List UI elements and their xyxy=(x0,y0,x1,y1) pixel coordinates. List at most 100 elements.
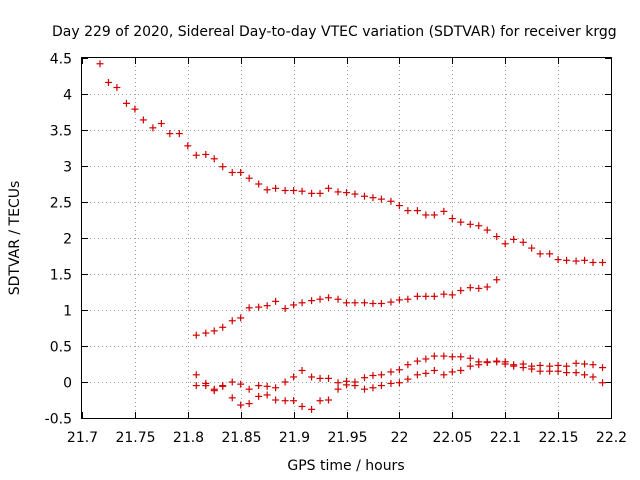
x-tick-label: 22.2 xyxy=(596,430,627,446)
data-point xyxy=(387,197,395,205)
plot-frame xyxy=(81,57,612,419)
data-point xyxy=(351,299,359,307)
data-point xyxy=(202,150,210,158)
data-point xyxy=(413,371,421,379)
y-axis-title: SDTVAR / TECUs xyxy=(7,181,23,296)
data-point xyxy=(281,186,289,194)
data-point xyxy=(440,207,448,215)
data-point xyxy=(219,323,227,331)
data-point xyxy=(387,298,395,306)
x-tick-labels: 21.7 21.75 21.8 21.85 21.9 21.95 22 22.05 22.1 22… xyxy=(67,430,627,446)
data-point xyxy=(440,290,448,298)
data-point xyxy=(308,373,316,381)
data-point xyxy=(237,401,245,409)
x-tick-label: 22.15 xyxy=(538,430,578,446)
data-point xyxy=(589,361,597,369)
data-point xyxy=(122,99,130,107)
data-point xyxy=(457,287,465,295)
data-point xyxy=(281,305,289,313)
data-point xyxy=(501,360,509,368)
data-point xyxy=(554,367,562,375)
data-point xyxy=(343,381,350,389)
data-point xyxy=(599,258,607,266)
data-point xyxy=(581,360,589,368)
data-point xyxy=(493,276,501,284)
data-point xyxy=(351,382,359,390)
data-point xyxy=(334,188,342,196)
x-tick-label: 21.75 xyxy=(115,430,155,446)
data-point xyxy=(263,382,271,390)
data-point xyxy=(360,192,368,200)
data-point xyxy=(228,168,236,176)
y-tick-label: 4.5 xyxy=(50,52,72,68)
data-point xyxy=(493,233,501,241)
data-point xyxy=(290,186,298,194)
data-point xyxy=(475,284,483,292)
data-point xyxy=(457,218,465,226)
data-point xyxy=(96,60,104,68)
data-point xyxy=(430,292,438,300)
data-point xyxy=(316,374,324,382)
data-point xyxy=(572,257,580,265)
data-point xyxy=(263,302,271,310)
data-point xyxy=(210,155,218,163)
data-point xyxy=(210,387,218,395)
data-point xyxy=(599,379,607,387)
data-point xyxy=(377,382,385,390)
data-point xyxy=(184,142,192,150)
data-point xyxy=(245,400,253,408)
data-point xyxy=(589,258,597,266)
data-point xyxy=(404,207,412,215)
x-tick-label: 22.1 xyxy=(490,430,521,446)
data-point xyxy=(395,202,403,210)
data-point xyxy=(298,402,306,410)
data-point xyxy=(572,369,580,377)
data-point xyxy=(466,284,474,292)
data-point xyxy=(343,189,350,197)
y-tick-labels: -0.5 0 0.5 1 1.5 2 2.5 3 3.5 4 4.5 xyxy=(45,52,72,428)
data-point xyxy=(298,366,306,374)
data-point xyxy=(536,367,544,375)
chart-title: Day 229 of 2020, Sidereal Day-to-day VTE… xyxy=(52,24,617,40)
data-point xyxy=(290,301,298,309)
data-point xyxy=(422,292,430,300)
data-point xyxy=(272,396,280,404)
data-point xyxy=(387,368,395,376)
data-point xyxy=(466,354,474,362)
data-point xyxy=(325,396,333,404)
data-point xyxy=(457,353,465,361)
data-point xyxy=(422,211,430,219)
data-point xyxy=(272,184,280,192)
data-point xyxy=(448,368,456,376)
data-point xyxy=(237,380,245,388)
data-point xyxy=(413,357,421,365)
data-point xyxy=(422,369,430,377)
data-point xyxy=(263,391,271,399)
data-point xyxy=(219,382,227,390)
data-point xyxy=(255,392,263,400)
y-tick-label: -0.5 xyxy=(45,412,72,428)
data-point xyxy=(325,294,333,302)
data-point xyxy=(298,187,306,195)
data-point xyxy=(581,256,589,264)
data-point xyxy=(493,358,501,366)
y-tick-label: 4 xyxy=(63,88,72,104)
data-point xyxy=(395,366,403,374)
data-point xyxy=(404,295,412,303)
data-point xyxy=(157,120,165,128)
data-point xyxy=(290,373,298,381)
data-point xyxy=(316,397,324,405)
data-point xyxy=(351,190,359,198)
y-tick-label: 3.5 xyxy=(50,124,72,140)
data-point xyxy=(316,295,324,303)
data-point xyxy=(440,371,448,379)
data-point xyxy=(457,366,465,374)
data-point xyxy=(563,256,571,264)
data-point xyxy=(343,299,350,307)
data-point xyxy=(581,371,589,379)
data-point xyxy=(528,365,536,373)
data-point xyxy=(281,378,289,386)
data-point xyxy=(404,361,412,369)
data-point xyxy=(255,303,263,311)
